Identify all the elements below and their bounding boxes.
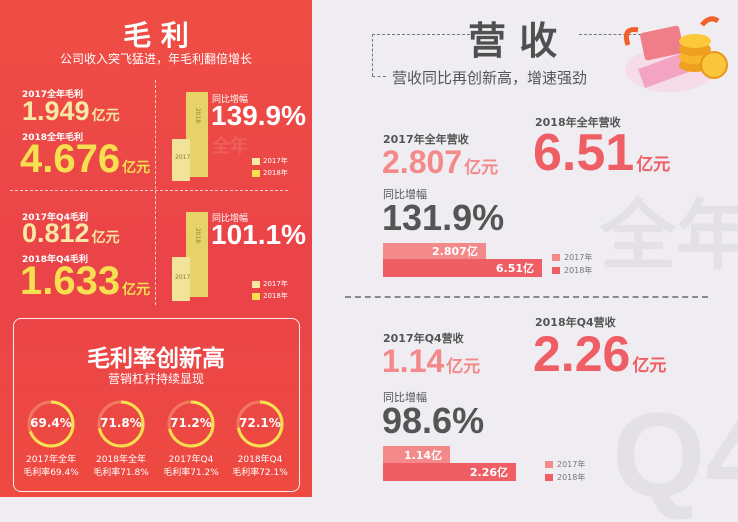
legend: 2017年 2018年	[545, 459, 585, 483]
donut-arc	[236, 400, 284, 448]
unit: 亿元	[464, 158, 499, 178]
legend-2017: 2017年	[263, 280, 288, 288]
margin-donut: 71.8%	[96, 399, 146, 449]
unit: 亿元	[446, 357, 481, 377]
label-2017-annual-revenue: 2017年全年营收	[383, 133, 469, 146]
margin-donut: 71.2%	[166, 399, 216, 449]
margin-donut: 69.4%	[26, 399, 76, 449]
unit: 亿元	[91, 230, 120, 246]
value-2018-annual-profit: 4.676	[20, 137, 121, 181]
label-2018-annual-profit: 2018全年毛利	[22, 133, 84, 143]
legend: 2017年 2018年	[552, 252, 592, 276]
margin-box: 毛利率创新高 营销杠杆持续显现 69.4% 2017年全年 毛利率69.4% 71.8…	[13, 318, 300, 492]
horizontal-divider	[345, 296, 708, 298]
label-2017-q4-revenue: 2017年Q4营收	[383, 332, 464, 345]
watermark: 全年	[212, 136, 248, 156]
legend-2018: 2018年	[263, 292, 288, 300]
donut-arc	[167, 400, 215, 448]
margin-label-line2: 毛利率72.1%	[232, 468, 288, 478]
margin-label-line2: 毛利率69.4%	[23, 468, 79, 478]
unit: 亿元	[122, 282, 151, 298]
margin-label-line1: 2018年全年	[96, 455, 146, 465]
bracket-line	[372, 34, 470, 35]
donut-value: 71.2%	[170, 416, 212, 430]
bracket-line	[579, 34, 641, 35]
unit: 亿元	[91, 108, 120, 124]
legend-2018: 2018年	[263, 169, 288, 177]
margin-label-line2: 毛利率71.8%	[93, 468, 149, 478]
value-2018-q4-revenue: 2.26	[533, 326, 631, 382]
bar-label: 2017	[175, 274, 191, 281]
value-2018-annual-revenue: 6.51	[533, 124, 635, 182]
margin-donut: 72.1%	[235, 399, 285, 449]
gross-profit-panel: 毛 利 公司收入突飞猛进，年毛利翻倍增长 2017全年毛利 1.949 亿元 20…	[0, 0, 312, 497]
margin-label: 2017年全年 毛利率69.4%	[18, 454, 84, 480]
label-2018-q4-profit: 2018年Q4毛利	[22, 255, 88, 265]
legend-2018: 2018年	[557, 473, 586, 482]
growth-q4-revenue: 98.6%	[382, 400, 485, 441]
label-2017-q4-profit: 2017年Q4毛利	[22, 213, 88, 223]
label-2018-annual-revenue: 2018年全年营收	[535, 116, 621, 129]
watermark: Q4	[612, 388, 738, 522]
bar-label: 2017	[175, 154, 191, 161]
unit: 亿元	[636, 155, 671, 175]
growth-q4-profit: 101.1%	[211, 219, 306, 250]
gross-profit-subtitle: 公司收入突飞猛进，年毛利翻倍增长	[59, 52, 252, 66]
donut-value: 69.4%	[30, 416, 72, 430]
bar-2018-q4: 2.26亿	[383, 463, 516, 481]
margin-label: 2017年Q4 毛利率71.2%	[158, 454, 224, 480]
margin-label: 2018年全年 毛利率71.8%	[88, 454, 154, 480]
value-2017-q4-revenue: 1.14	[382, 343, 445, 379]
donut-value: 72.1%	[239, 416, 281, 430]
legend-2017: 2017年	[263, 157, 288, 165]
margin-label-line2: 毛利率71.2%	[163, 468, 219, 478]
revenue-subtitle: 营收同比再创新高，增速强劲	[392, 69, 588, 87]
legend: 2017年 2018年	[252, 156, 288, 178]
bar-2017-annual: 2.807亿	[383, 243, 486, 259]
bracket-line	[372, 34, 373, 76]
value-2017-annual-revenue: 2.807	[382, 144, 463, 180]
margin-label-line1: 2018年Q4	[237, 455, 283, 465]
donut-arc	[27, 400, 75, 448]
legend-2017: 2017年	[564, 253, 593, 262]
margin-label-line1: 2017年Q4	[168, 455, 214, 465]
unit: 亿元	[122, 160, 151, 176]
value-2018-q4-profit: 1.633	[20, 259, 121, 303]
margin-title: 毛利率创新高	[87, 346, 225, 372]
value-2017-q4-profit: 0.812	[22, 218, 90, 248]
donut-value: 71.8%	[100, 416, 142, 430]
vertical-divider	[155, 80, 156, 305]
growth-label: 同比增幅	[212, 214, 249, 224]
donut-arc	[97, 400, 145, 448]
margin-label-line1: 2017年全年	[26, 455, 76, 465]
growth-annual-revenue: 131.9%	[382, 197, 505, 238]
label-2017-annual-profit: 2017全年毛利	[22, 90, 84, 100]
bar-label: 2018	[194, 227, 202, 244]
watermark: 全年	[600, 194, 738, 279]
bar-2017-q4: 1.14亿	[383, 446, 451, 463]
growth-label: 同比增幅	[383, 391, 427, 404]
gross-profit-title: 毛 利	[123, 19, 189, 52]
margin-label: 2018年Q4 毛利率72.1%	[227, 454, 293, 480]
margin-subtitle: 营销杠杆持续显现	[107, 372, 204, 386]
legend: 2017年 2018年	[252, 279, 288, 301]
money-coins-illustration	[623, 16, 728, 92]
growth-annual-profit: 139.9%	[211, 100, 306, 131]
label-2018-q4-revenue: 2018年Q4营收	[535, 316, 616, 329]
bar-2018-annual: 6.51亿	[383, 259, 542, 277]
growth-label: 同比增幅	[383, 188, 427, 201]
bar-label: 2018	[194, 107, 202, 124]
unit: 亿元	[632, 356, 667, 376]
growth-label: 同比增幅	[212, 95, 249, 105]
legend-2017: 2017年	[557, 460, 586, 469]
revenue-title: 营 收	[468, 19, 558, 63]
legend-2018: 2018年	[564, 266, 593, 275]
horizontal-divider	[10, 190, 288, 191]
value-2017-annual-profit: 1.949	[22, 96, 90, 126]
bracket-line	[372, 76, 386, 77]
